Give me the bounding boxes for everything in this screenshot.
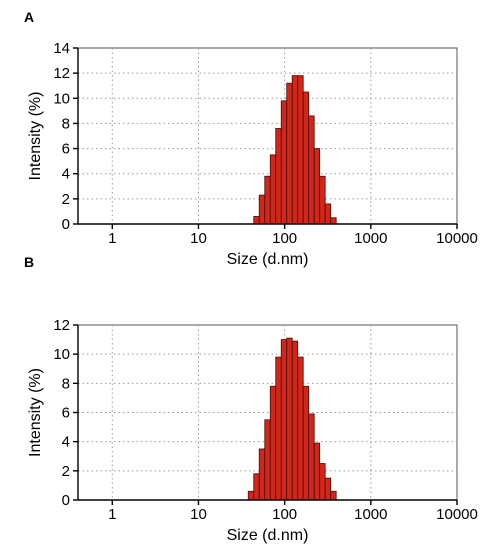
- x-tick-label: 10000: [436, 506, 478, 523]
- chart-panel-b: B 0 2 4 6 8 10 12 1 10 100 1000 10000 Size (d.nm) Inte…: [24, 254, 478, 544]
- histogram-bar: [313, 442, 321, 501]
- x-axis-title: Size (d.nm): [227, 251, 309, 268]
- y-tick-label: 4: [62, 434, 70, 451]
- histogram-bar: [264, 175, 271, 225]
- y-axis-title: Intensity (%): [27, 368, 44, 457]
- histogram-bar: [253, 216, 260, 225]
- y-tick-label: 2: [62, 463, 70, 480]
- x-tick-label: 100: [272, 506, 297, 523]
- histogram-bar: [297, 356, 304, 501]
- y-tick-label: 4: [62, 166, 70, 183]
- histogram-bar: [308, 413, 315, 501]
- x-tick-label: 1000: [354, 506, 387, 523]
- chart-panel-a: A 0 2 4 6 8 10 12 14 1 10 100 1000 10000 Size (d.nm) In…: [24, 9, 478, 268]
- x-tick-label: 1: [108, 230, 116, 247]
- y-tick-label: 12: [53, 317, 70, 334]
- histogram-bar: [330, 490, 337, 501]
- histogram-bar: [253, 473, 260, 501]
- histogram-bar: [247, 490, 255, 501]
- histogram-bar: [291, 340, 299, 501]
- histogram-bar: [286, 82, 293, 225]
- x-tick-label: 10000: [436, 230, 478, 247]
- x-tick-label: 1: [108, 506, 116, 523]
- histogram-bar: [330, 217, 337, 225]
- histogram-bar: [308, 115, 315, 225]
- x-tick-label: 1000: [354, 230, 387, 247]
- histogram-bar: [324, 477, 332, 501]
- x-tick-label: 10: [190, 506, 207, 523]
- y-tick-label: 6: [62, 405, 70, 422]
- y-tick-label: 12: [53, 65, 70, 82]
- histogram-bar: [280, 100, 288, 225]
- histogram-bar: [275, 356, 282, 501]
- histogram-bar: [258, 194, 266, 225]
- panel-label: A: [24, 9, 34, 25]
- histogram-bar: [258, 448, 266, 501]
- y-tick-label: 8: [62, 375, 70, 392]
- panel-label: B: [24, 254, 34, 270]
- histogram-bar: [302, 91, 310, 225]
- y-tick-label: 0: [62, 216, 70, 233]
- histogram-bar: [313, 148, 321, 225]
- y-tick-label: 6: [62, 141, 70, 158]
- histogram-bar: [302, 385, 310, 501]
- histogram-bar: [280, 339, 288, 501]
- histogram-bar: [324, 203, 332, 225]
- x-axis-title: Size (d.nm): [227, 527, 309, 544]
- y-axis-title: Intensity (%): [27, 92, 44, 181]
- histogram-bar: [319, 463, 326, 501]
- histogram-bar: [264, 419, 271, 501]
- histogram-bar: [286, 337, 293, 501]
- y-tick-label: 8: [62, 115, 70, 132]
- histogram-bar: [269, 154, 277, 225]
- y-tick-label: 10: [53, 90, 70, 107]
- histogram-bar: [319, 175, 326, 225]
- histogram-bar: [275, 128, 282, 225]
- histogram-bar: [269, 385, 277, 501]
- y-tick-label: 14: [53, 40, 70, 57]
- histogram-bar: [297, 75, 304, 225]
- y-tick-label: 10: [53, 346, 70, 363]
- x-tick-label: 10: [190, 230, 207, 247]
- histogram-bar: [291, 75, 299, 225]
- y-tick-label: 0: [62, 492, 70, 509]
- y-tick-label: 2: [62, 191, 70, 208]
- x-tick-label: 100: [272, 230, 297, 247]
